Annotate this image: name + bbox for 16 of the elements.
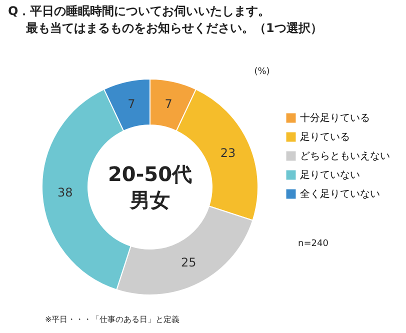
data-label: 7: [128, 97, 136, 112]
text: 男女: [129, 188, 170, 212]
legend-label: 足りている: [300, 132, 350, 143]
legend-label: 十分足りている: [300, 112, 370, 124]
legend-label: どちらともいえない: [300, 151, 390, 162]
text: 20-50代: [108, 162, 192, 186]
text: (%): [254, 67, 270, 77]
text: n=240: [298, 239, 329, 249]
legend-label: 足りていない: [300, 170, 360, 181]
chart-title: Q．平日の睡眠時間についてお伺いいたします。最も当てはまるものをお知らせください。（1つ選択）: [8, 4, 322, 35]
legend-label: 全く足りていない: [300, 188, 380, 200]
text: ※平日・・・「仕事のある日」と定義: [45, 315, 180, 324]
data-label: 25: [180, 256, 196, 270]
data-label: 23: [220, 146, 236, 160]
data-label: 38: [58, 185, 73, 200]
data-label: 7: [164, 97, 172, 112]
